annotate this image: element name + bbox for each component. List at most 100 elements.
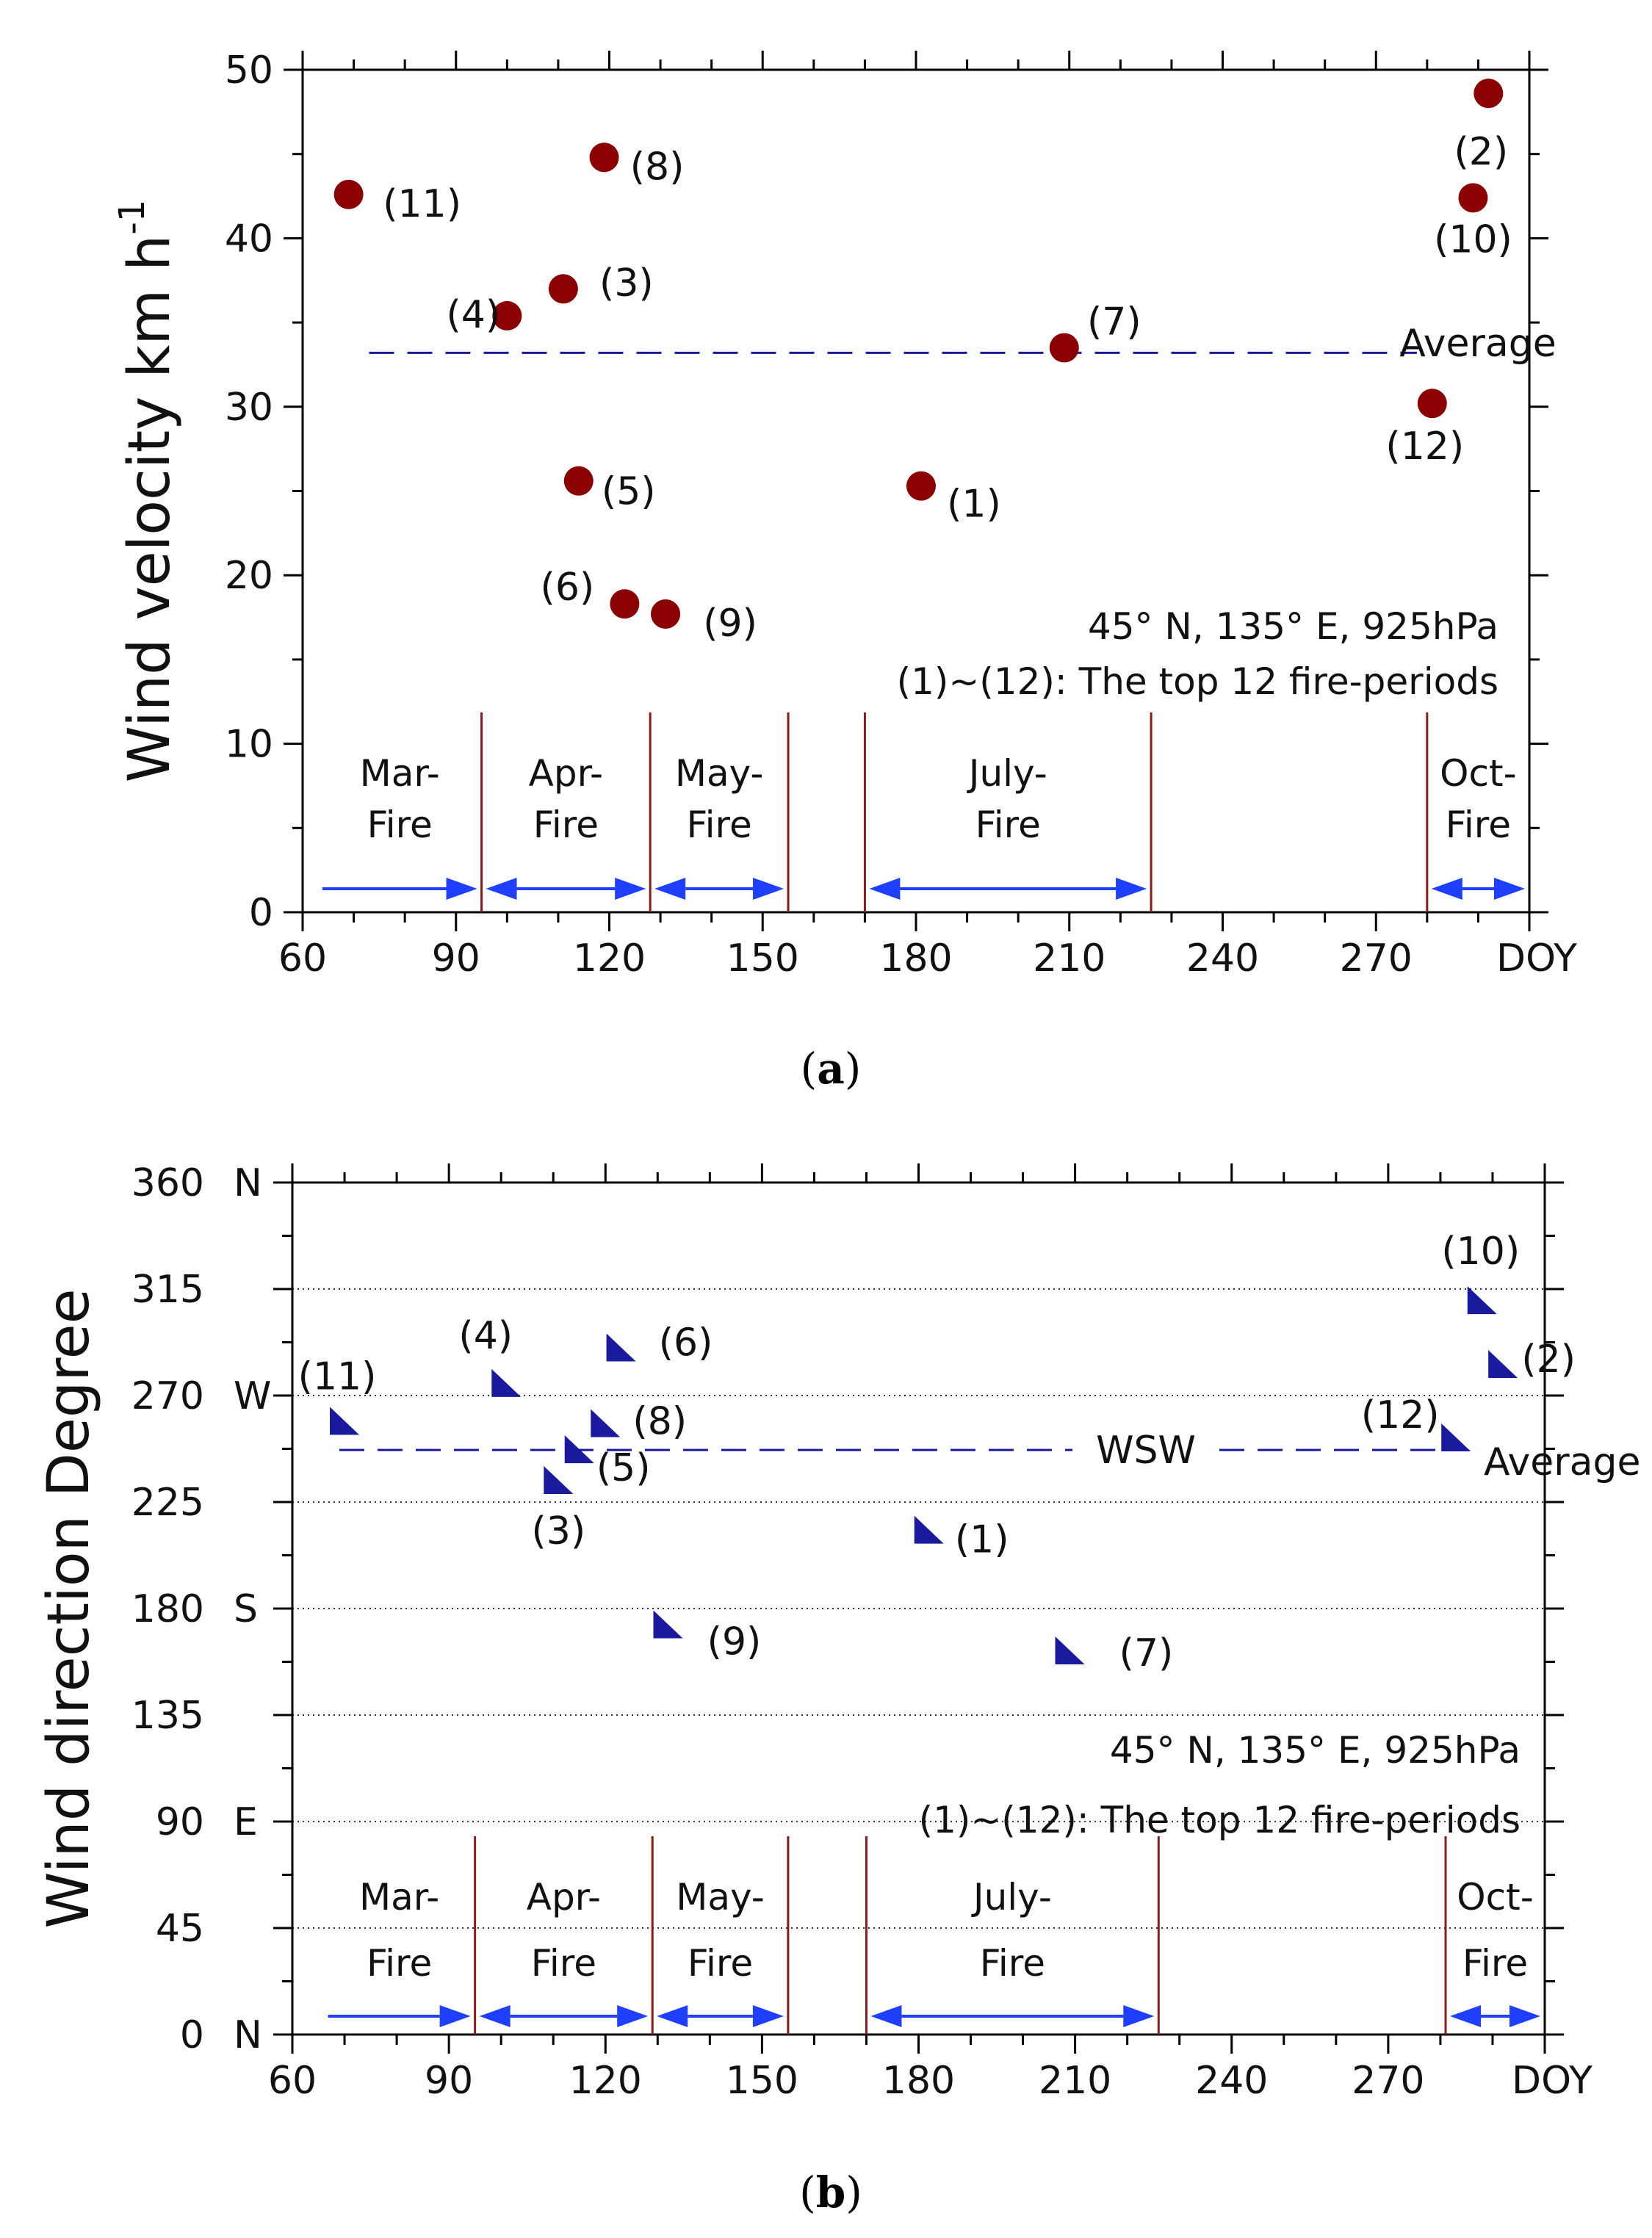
data-point-label: (4) bbox=[458, 1314, 513, 1358]
y-compass-label: E bbox=[234, 1800, 258, 1844]
period-label-line2: Fire bbox=[980, 1942, 1045, 1985]
data-point-label: (3) bbox=[599, 261, 654, 306]
period-arrow-head-right bbox=[1509, 2005, 1540, 2027]
fire-period: July- Fire bbox=[865, 1836, 1160, 2035]
fire-period: Mar- Fire bbox=[328, 1836, 477, 2035]
data-point bbox=[1467, 1286, 1497, 1315]
period-arrow-head-left bbox=[654, 878, 686, 900]
average-label: Average bbox=[1484, 1440, 1641, 1484]
data-point-label: (7) bbox=[1087, 300, 1141, 344]
caption-b: (b) bbox=[799, 2167, 862, 2217]
period-arrow-head-left bbox=[657, 2005, 688, 2027]
x-tick-label: 270 bbox=[1340, 936, 1413, 981]
period-label-line2: Fire bbox=[1462, 1942, 1528, 1985]
data-point bbox=[333, 179, 364, 209]
data-point-label: (5) bbox=[596, 1446, 651, 1490]
x-tick-label: 210 bbox=[1039, 2059, 1111, 2103]
data-point-label: (8) bbox=[632, 1400, 687, 1444]
period-arrow-head-left bbox=[869, 878, 901, 900]
period-label-line1: Apr- bbox=[529, 752, 603, 795]
period-arrow-head-right bbox=[617, 2005, 649, 2027]
data-point bbox=[906, 471, 936, 501]
data-point bbox=[563, 466, 594, 496]
data-point bbox=[491, 1368, 522, 1397]
data-point-label: (12) bbox=[1361, 1393, 1440, 1437]
data-point-label: (4) bbox=[446, 293, 500, 337]
data-point-label: (11) bbox=[383, 182, 461, 226]
period-arrow-head-right bbox=[1116, 878, 1147, 900]
data-point bbox=[1488, 1350, 1518, 1379]
x-tick-label: 90 bbox=[425, 2059, 473, 2103]
y-tick-label: 45 bbox=[156, 1907, 204, 1951]
data-point-label: (12) bbox=[1385, 425, 1464, 469]
data-point bbox=[591, 1409, 621, 1437]
data-point bbox=[914, 1515, 944, 1544]
x-axis-label: DOY bbox=[1496, 936, 1577, 981]
x-tick-label: 120 bbox=[569, 2059, 642, 2103]
data-point bbox=[1049, 333, 1079, 363]
y-compass-label: W bbox=[234, 1374, 271, 1418]
data-point-label: (9) bbox=[707, 1620, 762, 1664]
data-point bbox=[564, 1435, 594, 1464]
chart-b-wind-direction: 60 90 120 150 180 210 240 270 DOY 0 45 90 135 180 225 2… bbox=[36, 1161, 1641, 2103]
data-point-label: (1) bbox=[955, 1518, 1009, 1562]
data-point bbox=[544, 1466, 574, 1494]
y-tick-label: 0 bbox=[249, 891, 273, 935]
data-point-label: (5) bbox=[602, 470, 656, 514]
fire-period: Apr- Fire bbox=[486, 712, 652, 912]
periods-note: (1)~(12): The top 12 fire-periods bbox=[897, 660, 1498, 703]
y-tick-label: 50 bbox=[225, 48, 273, 93]
period-label-line1: Oct- bbox=[1457, 1876, 1534, 1918]
data-point-label: (10) bbox=[1441, 1230, 1520, 1274]
period-label-line1: July- bbox=[971, 1876, 1052, 1918]
average-label: Average bbox=[1399, 322, 1557, 366]
x-tick-label: 60 bbox=[278, 936, 327, 981]
data-point-label: (2) bbox=[1521, 1338, 1576, 1382]
y-tick-label: 270 bbox=[131, 1374, 204, 1418]
data-point bbox=[1417, 389, 1447, 419]
period-label-line1: May- bbox=[676, 1876, 765, 1918]
period-label-line2: Fire bbox=[1446, 804, 1511, 846]
period-arrow-head-right bbox=[615, 878, 646, 900]
x-tick-label: 240 bbox=[1195, 2059, 1268, 2103]
period-label-line2: Fire bbox=[533, 804, 599, 846]
data-point-label: (2) bbox=[1454, 130, 1508, 174]
data-point-label: (8) bbox=[630, 145, 685, 189]
data-point-label: (3) bbox=[531, 1509, 585, 1553]
location-note: 45° N, 135° E, 925hPa bbox=[1088, 605, 1498, 648]
y-compass-label: N bbox=[234, 1161, 262, 1205]
x-tick-label: 150 bbox=[726, 936, 799, 981]
data-point-label: (6) bbox=[659, 1321, 713, 1365]
period-arrow-head-right bbox=[1494, 878, 1525, 900]
x-tick-label: 180 bbox=[879, 936, 952, 981]
fire-period: Oct- Fire bbox=[1444, 1836, 1540, 2035]
x-tick-label: 270 bbox=[1352, 2059, 1424, 2103]
y-compass-label: S bbox=[234, 1587, 258, 1631]
data-point-label: (11) bbox=[298, 1354, 377, 1398]
y-tick-label: 20 bbox=[225, 554, 273, 598]
period-arrow-head-right bbox=[446, 878, 477, 900]
period-label-line1: Apr- bbox=[527, 1876, 601, 1918]
x-tick-label: 210 bbox=[1033, 936, 1105, 981]
periods-note: (1)~(12): The top 12 fire-periods bbox=[919, 1799, 1521, 1841]
fire-period: Apr- Fire bbox=[479, 1836, 654, 2035]
y-tick-label: 0 bbox=[180, 2013, 204, 2057]
data-point bbox=[651, 599, 681, 629]
data-point bbox=[1458, 183, 1488, 213]
data-point-label: (1) bbox=[947, 483, 1001, 527]
y-compass-label: N bbox=[234, 2013, 262, 2057]
period-arrow-head-right bbox=[753, 878, 784, 900]
fire-period: Oct- Fire bbox=[1426, 712, 1525, 912]
y-tick-label: 315 bbox=[131, 1268, 204, 1312]
x-tick-label: 240 bbox=[1186, 936, 1259, 981]
fire-period: Mar- Fire bbox=[322, 712, 483, 912]
y-tick-label: 360 bbox=[131, 1161, 204, 1205]
period-arrow-head-left bbox=[1450, 2005, 1482, 2027]
data-point-label: (9) bbox=[703, 602, 757, 646]
chart-a-wind-velocity: 60 90 120 150 180 210 240 270 DOY 0 10 20 30 40 50 Wind… bbox=[112, 48, 1577, 981]
period-arrow-head-right bbox=[752, 2005, 784, 2027]
data-point bbox=[1474, 79, 1504, 109]
x-axis-label: DOY bbox=[1512, 2059, 1593, 2103]
y-tick-label: 180 bbox=[131, 1587, 204, 1631]
